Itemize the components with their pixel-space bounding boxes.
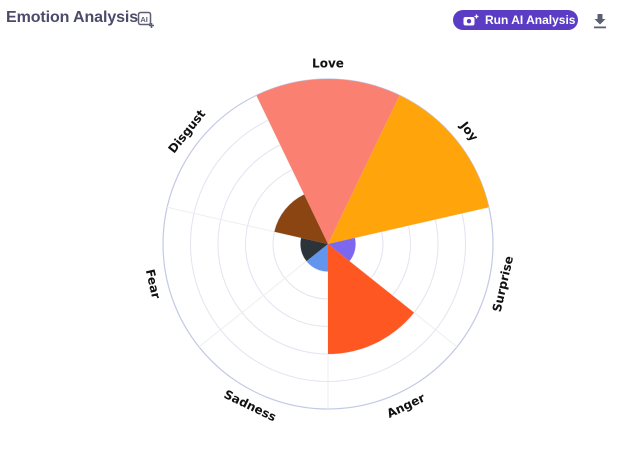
- sector-fear[interactable]: [300, 237, 328, 262]
- ai-sparkle-icon[interactable]: AI: [137, 11, 155, 29]
- run-ai-analysis-button[interactable]: Run AI Analysis: [453, 10, 578, 30]
- camera-sparkle-icon: [463, 14, 479, 26]
- svg-text:AI: AI: [140, 15, 148, 24]
- label-joy: Joy: [457, 118, 481, 144]
- label-fear: Fear: [143, 268, 163, 300]
- sector-love[interactable]: [256, 79, 400, 244]
- download-icon[interactable]: [591, 12, 609, 30]
- run-ai-analysis-label: Run AI Analysis: [485, 13, 576, 27]
- sector-surprise[interactable]: [328, 237, 356, 262]
- emotion-polar-chart: Love Joy Surprise Anger Sadness Fear Disgust: [143, 56, 516, 424]
- label-sadness: Sadness: [222, 387, 279, 424]
- emotion-sectors: [256, 79, 489, 354]
- label-surprise: Surprise: [490, 255, 516, 314]
- chart-header: Emotion Analysis AI Run AI Analysis: [0, 0, 618, 40]
- sector-joy[interactable]: [328, 95, 489, 245]
- label-anger: Anger: [385, 391, 428, 421]
- sector-sadness[interactable]: [306, 244, 328, 272]
- sector-anger[interactable]: [327, 244, 415, 354]
- label-love: Love: [312, 56, 344, 70]
- page-title: Emotion Analysis: [6, 9, 139, 26]
- label-disgust: Disgust: [165, 107, 208, 156]
- sector-disgust[interactable]: [274, 194, 328, 244]
